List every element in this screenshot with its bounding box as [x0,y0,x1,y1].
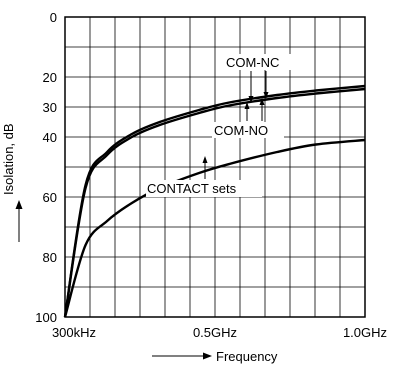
x-tick-label: 0.5GHz [193,325,237,340]
y-tick-label: 100 [35,310,57,325]
annotation-com-no: COM-NO [212,98,284,138]
x-tick-labels: 300kHz 0.5GHz 1.0GHz [52,325,387,340]
y-tick-label: 30 [43,100,57,115]
y-tick-label: 20 [43,70,57,85]
y-axis-arrow-head [15,200,23,209]
plot-frame [64,16,366,318]
x-tick-label: 1.0GHz [343,325,387,340]
y-tick-label: 60 [43,190,57,205]
x-tick-label: 300kHz [52,325,96,340]
series-com-no [63,87,366,318]
y-tick-label: 40 [43,130,57,145]
annotation-contact-sets-text: CONTACT sets [147,181,237,196]
x-axis-label: Frequency [216,349,278,364]
annotation-com-nc-text: COM-NC [226,55,279,70]
y-tick-labels: 0 20 30 40 60 80 100 [35,10,57,325]
y-tick-label: 80 [43,250,57,265]
annotation-com-nc: COM-NC [223,54,295,103]
x-axis-arrow-head [203,352,212,360]
y-axis-label: Isolation, dB [1,123,16,195]
y-tick-label: 0 [50,10,57,25]
annotation-contact-sets: CONTACT sets [146,156,262,197]
annotation-com-no-text: COM-NO [214,123,268,138]
